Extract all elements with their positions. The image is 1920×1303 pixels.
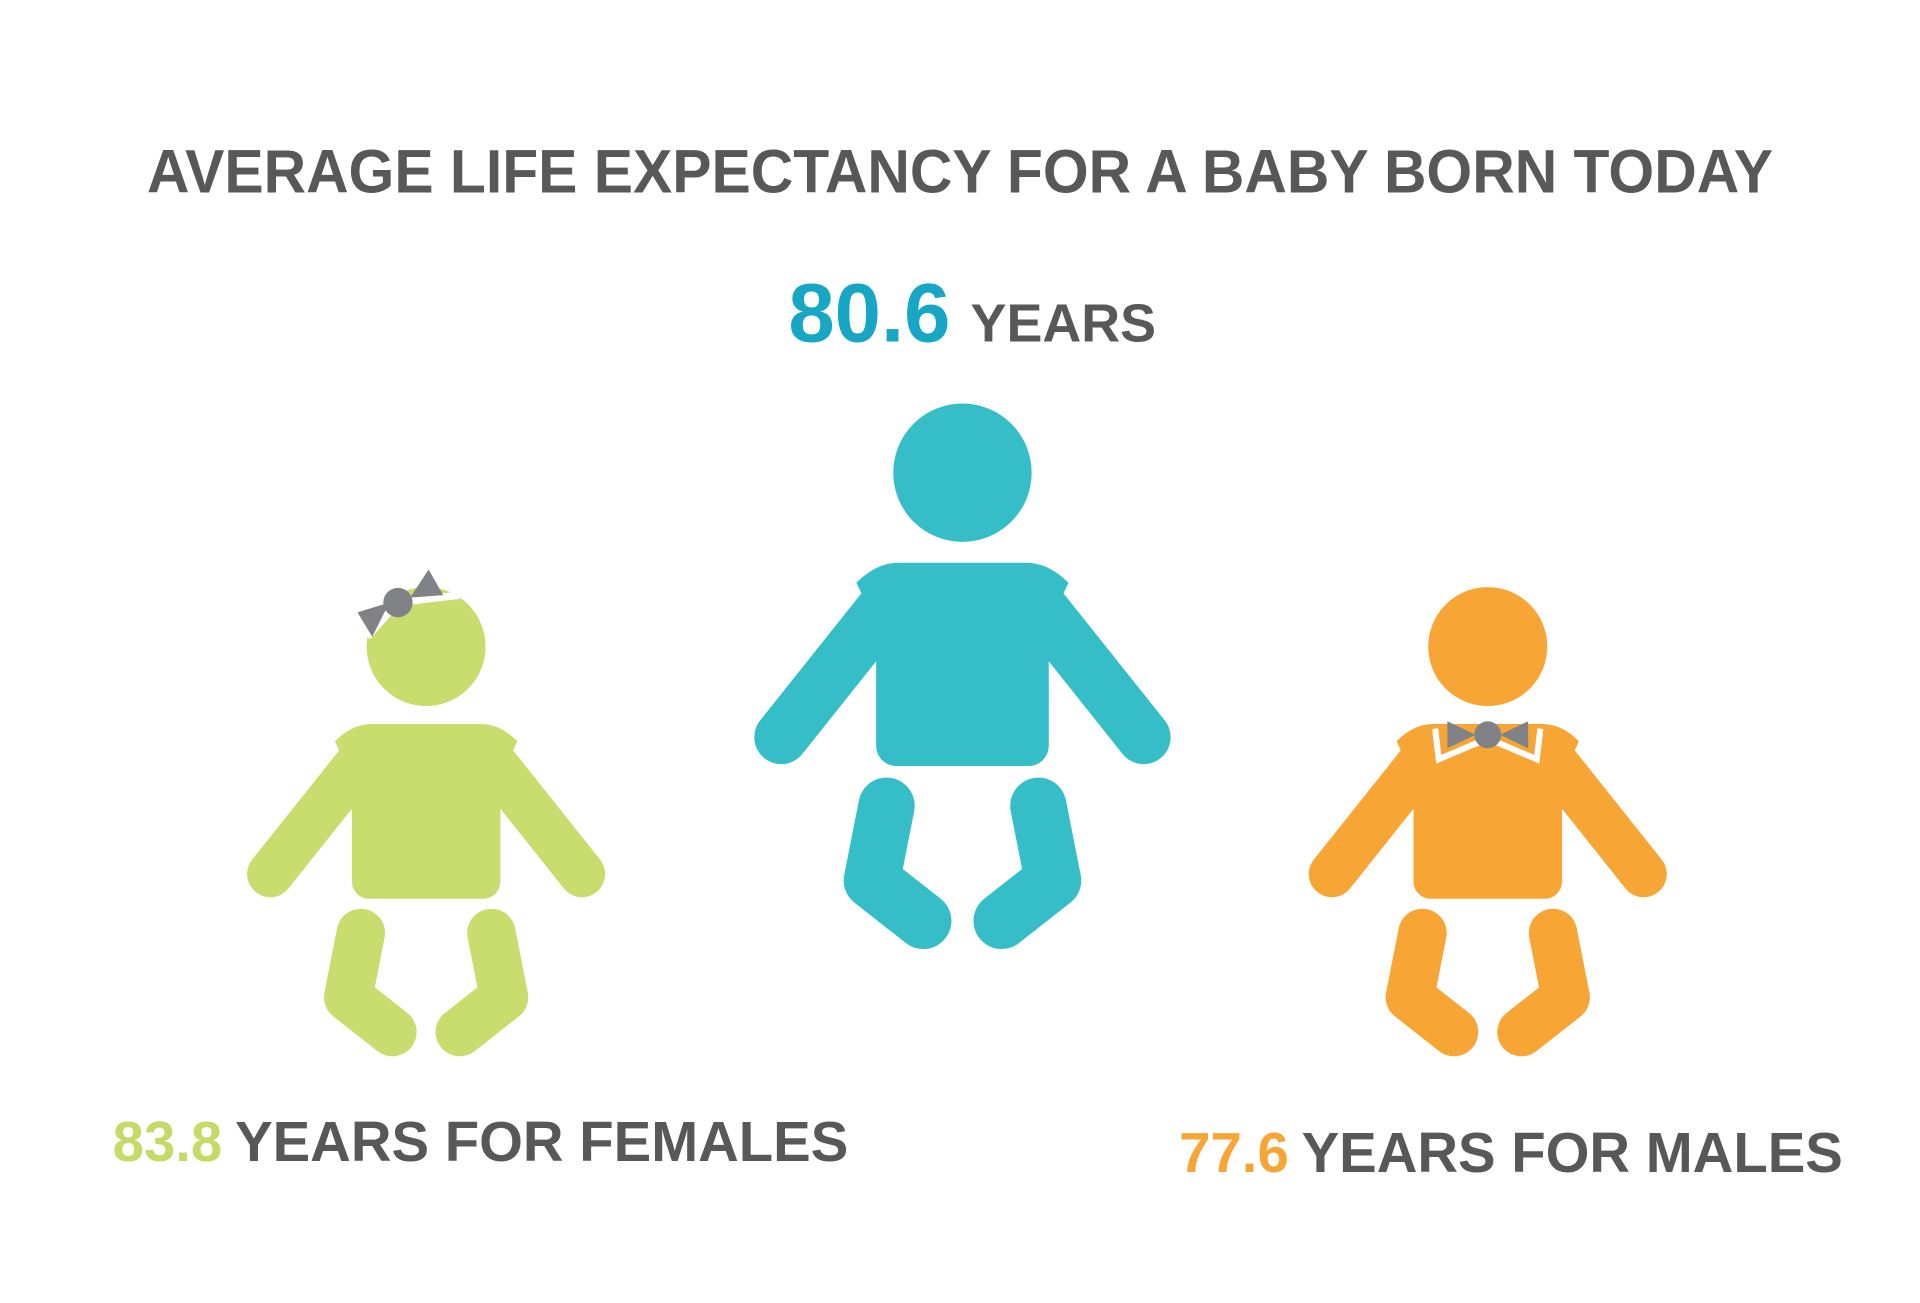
girl-figure [270, 588, 582, 1032]
boy-figure [1332, 588, 1644, 1032]
females-label: 83.8 YEARS FOR FEMALES [113, 1110, 849, 1173]
overall-unit: YEARS [971, 294, 1157, 354]
overall-label: 80.6 YEARS [788, 267, 1156, 360]
bow-tie [1432, 721, 1544, 764]
title: AVERAGE LIFE EXPECTANCY FOR A BABY BORN … [147, 137, 1773, 205]
males-label: 77.6 YEARS FOR MALES [1179, 1121, 1843, 1184]
females-text: YEARS FOR FEMALES [235, 1110, 848, 1173]
overall-value: 80.6 [788, 267, 950, 360]
baby-figure [781, 404, 1143, 921]
hair-bow [357, 569, 460, 640]
males-text: YEARS FOR MALES [1302, 1121, 1843, 1184]
females-value: 83.8 [113, 1110, 223, 1173]
males-value: 77.6 [1179, 1121, 1289, 1184]
